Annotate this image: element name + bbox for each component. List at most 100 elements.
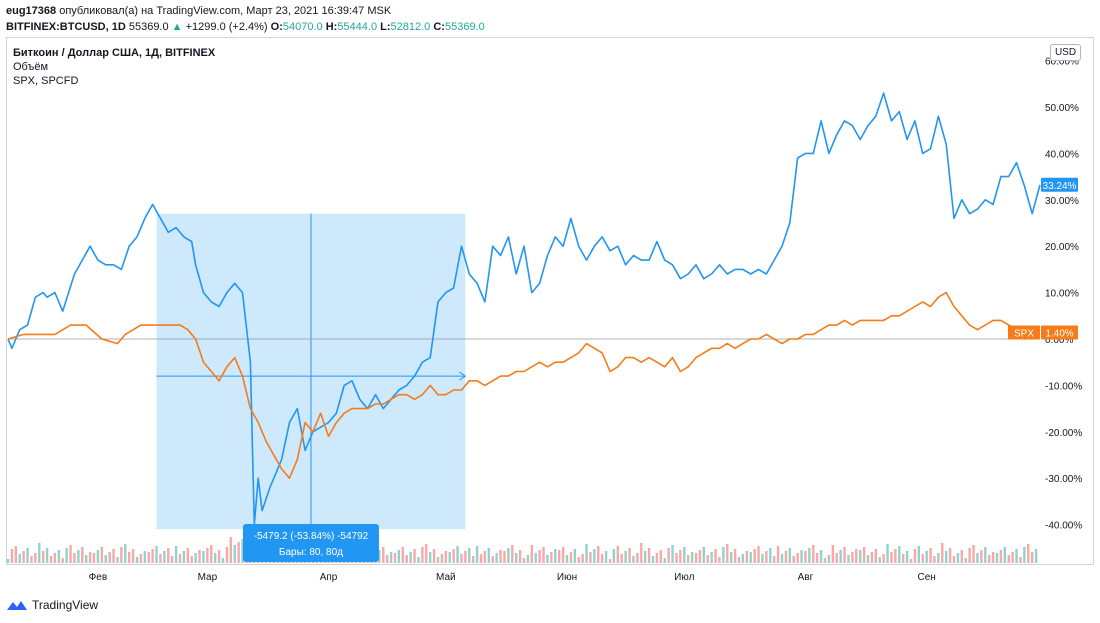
low-label: L: <box>380 21 391 33</box>
volume-bar <box>729 552 733 563</box>
volume-bar <box>593 549 596 563</box>
legend-volume[interactable]: Объём <box>13 61 49 73</box>
volume-bar <box>772 556 776 563</box>
volume-bar <box>471 556 475 563</box>
volume-bar <box>749 552 752 563</box>
volume-bar <box>389 552 393 563</box>
volume-bar <box>167 548 170 563</box>
volume-bar <box>753 549 756 563</box>
volume-bar <box>393 553 397 563</box>
volume-bar <box>886 544 889 563</box>
x-tick-label: Сен <box>917 572 935 583</box>
volume-bar <box>972 545 975 563</box>
volume-bar <box>1015 549 1018 563</box>
tradingview-footer[interactable]: TradingView <box>6 598 98 612</box>
volume-bar <box>108 552 111 563</box>
volume-bar <box>213 553 217 563</box>
volume-bar <box>221 558 225 563</box>
volume-bar <box>858 550 862 563</box>
volume-bars <box>6 536 1038 563</box>
volume-bar <box>612 549 616 563</box>
volume-bar <box>518 550 522 563</box>
volume-bar <box>769 548 772 563</box>
volume-bar <box>843 547 846 563</box>
volume-bar <box>499 550 502 563</box>
volume-bar <box>511 545 514 563</box>
volume-bar <box>1007 555 1010 563</box>
volume-bar <box>468 548 471 563</box>
x-tick-label: Апр <box>320 572 338 583</box>
volume-bar <box>878 557 881 563</box>
volume-bar <box>159 554 162 563</box>
volume-bar <box>761 554 764 563</box>
volume-bar <box>647 548 651 563</box>
price-change: +1299.0 (+2.4%) <box>185 21 268 33</box>
footer-brand: TradingView <box>32 598 99 612</box>
x-tick-label: Июн <box>557 572 577 583</box>
volume-bar <box>163 551 166 563</box>
spx-name-tag <box>1008 325 1040 340</box>
volume-bar <box>38 543 41 563</box>
volume-bar <box>901 554 905 563</box>
up-arrow-icon: ▲ <box>171 21 183 33</box>
volume-bar <box>944 551 948 563</box>
volume-bar <box>385 555 389 563</box>
volume-bar <box>1023 547 1026 563</box>
volume-bar <box>671 545 674 563</box>
currency-button[interactable]: USD <box>1050 44 1081 61</box>
volume-bar <box>233 545 236 563</box>
volume-bar <box>460 554 463 563</box>
volume-bar <box>18 554 21 563</box>
y-tick-label: -40.00% <box>1045 521 1082 532</box>
volume-bar <box>65 548 68 563</box>
high-label: H: <box>325 21 338 33</box>
last-price: 55369.0 <box>128 21 169 33</box>
volume-bar <box>737 557 741 563</box>
volume-bar <box>698 550 702 563</box>
volume-bar <box>57 550 61 563</box>
volume-bar <box>73 553 76 563</box>
author-name[interactable]: eug17368 <box>6 5 57 17</box>
volume-bar <box>432 549 436 563</box>
volume-bar <box>929 548 932 563</box>
volume-bar <box>210 545 213 563</box>
y-tick-label: 40.00% <box>1045 149 1079 160</box>
volume-bar <box>546 555 549 563</box>
volume-bar <box>937 553 940 563</box>
volume-bar <box>569 552 573 563</box>
volume-bar <box>855 549 858 563</box>
volume-bar <box>964 558 967 563</box>
volume-bar <box>651 556 655 563</box>
volume-bar <box>894 549 897 563</box>
volume-bar <box>6 559 10 563</box>
volume-bar <box>847 555 850 563</box>
volume-bar <box>194 553 197 563</box>
volume-bar <box>675 553 678 563</box>
volume-bar <box>178 554 182 563</box>
volume-bar <box>831 545 835 563</box>
x-tick-label: Авг <box>798 572 814 583</box>
legend-title[interactable]: Биткоин / Доллар США, 1Д, BITFINEX <box>13 47 216 59</box>
volume-bar <box>151 549 154 563</box>
chart-legend: Биткоин / Доллар США, 1Д, BITFINEX Объём… <box>13 46 215 88</box>
legend-compare[interactable]: SPX, SPCFD <box>13 75 79 87</box>
volume-bar <box>851 552 854 563</box>
volume-bar <box>41 551 45 563</box>
measure-tooltip-line2: Бары: 80, 80д <box>279 547 343 558</box>
btc-series-line <box>7 92 1041 526</box>
volume-bar <box>436 557 440 563</box>
volume-bar <box>487 548 491 563</box>
published-text: опубликовал(а) на TradingView.com, Март … <box>59 5 392 17</box>
volume-bar <box>710 552 713 563</box>
y-tick-label: 0.00% <box>1045 335 1073 346</box>
volume-bar <box>706 555 709 563</box>
volume-bar <box>714 549 717 563</box>
volume-bar <box>866 555 870 563</box>
volume-bar <box>116 557 119 563</box>
volume-bar <box>956 553 960 563</box>
volume-bar <box>597 546 600 563</box>
volume-bar <box>823 558 827 563</box>
spx-name-label: SPX <box>1014 329 1034 340</box>
volume-bar <box>780 554 784 563</box>
